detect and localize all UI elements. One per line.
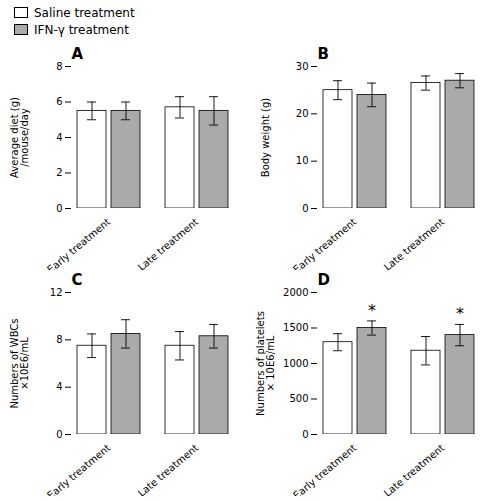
svg-text:2000: 2000 xyxy=(283,287,308,298)
svg-text:Numbers of WBCs×10E6/mL: Numbers of WBCs×10E6/mL xyxy=(9,318,30,408)
svg-text:Body weight (g): Body weight (g) xyxy=(260,98,271,178)
svg-text:Numbers of platelets× 10E6/mL: Numbers of platelets× 10E6/mL xyxy=(255,311,276,416)
svg-text:0: 0 xyxy=(56,429,62,440)
svg-text:6: 6 xyxy=(56,96,62,107)
svg-text:0: 0 xyxy=(302,429,308,440)
svg-text:1000: 1000 xyxy=(283,358,308,369)
svg-text:Early treatment: Early treatment xyxy=(45,216,112,270)
svg-text:Average diet (g)/mouse/day: Average diet (g)/mouse/day xyxy=(9,97,30,178)
svg-text:0: 0 xyxy=(56,203,62,214)
svg-text:10: 10 xyxy=(296,155,309,166)
svg-text:0: 0 xyxy=(302,203,308,214)
svg-text:Early treatment: Early treatment xyxy=(45,442,112,496)
svg-text:A: A xyxy=(72,45,84,63)
svg-text:Early treatment: Early treatment xyxy=(291,442,358,496)
svg-text:Late treatment: Late treatment xyxy=(136,216,201,270)
svg-text:12: 12 xyxy=(50,287,63,298)
svg-text:1500: 1500 xyxy=(283,322,308,333)
svg-text:500: 500 xyxy=(289,393,308,404)
svg-text:Early treatment: Early treatment xyxy=(291,216,358,270)
svg-text:2: 2 xyxy=(56,167,62,178)
svg-text:Late treatment: Late treatment xyxy=(382,216,447,270)
svg-text:*: * xyxy=(368,301,376,320)
svg-text:8: 8 xyxy=(56,334,62,345)
svg-text:Late treatment: Late treatment xyxy=(382,442,447,496)
svg-text:B: B xyxy=(318,45,329,63)
svg-text:20: 20 xyxy=(296,108,309,119)
svg-text:8: 8 xyxy=(56,61,62,72)
svg-text:Late treatment: Late treatment xyxy=(136,442,201,496)
svg-text:30: 30 xyxy=(296,61,309,72)
svg-text:C: C xyxy=(72,271,83,289)
svg-text:*: * xyxy=(456,304,464,323)
svg-text:D: D xyxy=(318,271,330,289)
svg-text:4: 4 xyxy=(56,132,62,143)
html-text:IFN-γ treatment: IFN-γ treatment xyxy=(34,22,129,37)
html-text:Saline treatment: Saline treatment xyxy=(34,5,135,20)
svg-text:4: 4 xyxy=(56,381,62,392)
